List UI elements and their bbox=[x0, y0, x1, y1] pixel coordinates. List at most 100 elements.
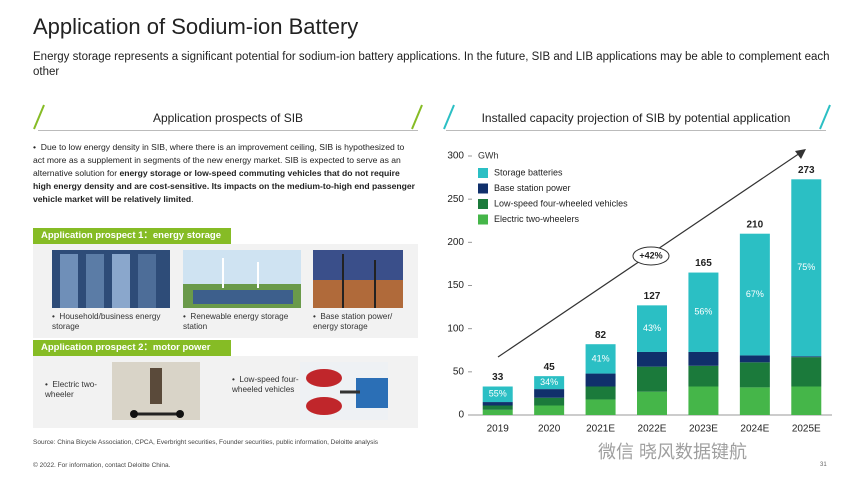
share-label: 55% bbox=[489, 389, 507, 399]
legend-swatch bbox=[478, 183, 488, 194]
image bbox=[300, 362, 388, 420]
bar-segment bbox=[739, 362, 770, 388]
text: . bbox=[191, 194, 194, 204]
text: Base station power/ energy storage bbox=[313, 312, 393, 331]
source: Source: China Bicycle Association, CPCA,… bbox=[33, 439, 379, 446]
slash-icon bbox=[443, 104, 455, 130]
text: Household/business energy storage bbox=[52, 312, 161, 331]
text: Due to low energy density in SIB, where … bbox=[33, 142, 405, 178]
image bbox=[313, 250, 403, 308]
caption: • Base station power/ energy storage bbox=[313, 312, 393, 331]
y-unit: GWh bbox=[478, 150, 499, 160]
total-label: 210 bbox=[747, 219, 764, 230]
total-label: 82 bbox=[595, 330, 607, 341]
caption: • Low-speed four-wheeled vehicles bbox=[232, 375, 299, 394]
total-label: 165 bbox=[695, 258, 712, 269]
bold-text: energy storage or low-speed commuting ve… bbox=[33, 168, 416, 204]
bar-segment bbox=[482, 402, 513, 406]
caption: • Renewable energy storage station bbox=[183, 312, 289, 331]
bar-segment bbox=[637, 391, 667, 415]
bar-segment bbox=[791, 356, 822, 358]
bar-segment bbox=[482, 405, 513, 410]
x-tick-label: 2021E bbox=[586, 424, 615, 435]
subtitle: Energy storage represents a significant … bbox=[33, 51, 830, 78]
legend-label: Low-speed four-wheeled vehicles bbox=[494, 198, 628, 208]
caption: • Household/business energy storage bbox=[52, 312, 161, 331]
share-label: 75% bbox=[797, 262, 815, 272]
legend-swatch bbox=[478, 168, 488, 178]
y-tick-label: 0 bbox=[458, 410, 464, 421]
legend-label: Electric two-wheelers bbox=[494, 214, 580, 224]
legend-label: Base station power bbox=[494, 183, 571, 193]
annotation: +42% bbox=[639, 250, 662, 260]
bar-segment bbox=[482, 409, 513, 415]
bar-segment bbox=[637, 305, 667, 352]
y-tick-label: 150 bbox=[447, 280, 464, 291]
bar-segment bbox=[534, 397, 565, 406]
bar-segment bbox=[688, 272, 719, 352]
slash-icon bbox=[819, 104, 831, 130]
share-label: 43% bbox=[643, 323, 661, 333]
divider bbox=[446, 130, 826, 131]
bar-segment bbox=[739, 355, 770, 363]
bar-segment bbox=[739, 233, 770, 356]
y-tick-label: 250 bbox=[447, 194, 464, 205]
bullet-text: • Due to low energy density in SIB, wher… bbox=[33, 142, 416, 204]
x-tick-label: 2023E bbox=[689, 424, 718, 435]
bar-segment bbox=[739, 387, 770, 415]
bar-segment bbox=[637, 366, 667, 392]
share-label: 67% bbox=[746, 289, 764, 299]
title: Application of Sodium-ion Battery bbox=[33, 14, 359, 39]
slash-icon bbox=[411, 104, 423, 130]
image bbox=[52, 250, 170, 308]
text: Renewable energy storage station bbox=[183, 312, 289, 331]
bar-segment bbox=[534, 405, 565, 415]
page-number: 31 bbox=[820, 462, 827, 468]
image bbox=[112, 362, 200, 420]
x-tick-label: 2022E bbox=[638, 424, 667, 435]
total-label: 127 bbox=[644, 291, 661, 302]
image bbox=[183, 250, 301, 308]
x-tick-label: 2025E bbox=[792, 424, 821, 435]
bar-segment bbox=[688, 386, 719, 415]
bar-segment bbox=[637, 351, 667, 367]
y-tick-label: 300 bbox=[447, 151, 464, 162]
text: Electric two-wheeler bbox=[45, 380, 98, 399]
share-label: 34% bbox=[540, 377, 558, 387]
bar-segment bbox=[791, 357, 822, 387]
panel-heading: Application prospects of SIB bbox=[152, 111, 304, 125]
x-tick-label: 2019 bbox=[487, 424, 510, 435]
share-label: 56% bbox=[694, 307, 712, 317]
prospect-tag: Application prospect 1：energy storage bbox=[33, 228, 231, 244]
bar-segment bbox=[534, 376, 565, 390]
total-label: 273 bbox=[798, 165, 815, 176]
total-label: 33 bbox=[492, 372, 504, 383]
footer: © 2022. For information, contact Deloitt… bbox=[33, 462, 171, 469]
bar-segment bbox=[688, 351, 719, 366]
bar-segment bbox=[791, 179, 822, 357]
watermark: 微信 晓风数据键航 bbox=[598, 442, 748, 462]
text: Low-speed four-wheeled vehicles bbox=[232, 375, 299, 394]
legend-label: Storage batteries bbox=[494, 167, 563, 177]
annotation-oval bbox=[632, 246, 670, 266]
y-tick-label: 200 bbox=[447, 237, 464, 248]
y-tick-label: 50 bbox=[453, 366, 465, 377]
slash-icon bbox=[33, 104, 45, 130]
x-tick-label: 2024E bbox=[740, 424, 769, 435]
legend-swatch bbox=[478, 214, 488, 225]
legend-swatch bbox=[478, 199, 488, 209]
divider bbox=[38, 130, 418, 131]
bar-segment bbox=[585, 399, 616, 415]
prospect-tag: Application prospect 2：motor power bbox=[33, 340, 231, 356]
bar-segment bbox=[585, 344, 616, 374]
bar-segment bbox=[585, 373, 616, 387]
bar-segment bbox=[534, 389, 565, 398]
x-tick-label: 2020 bbox=[538, 424, 561, 435]
share-label: 41% bbox=[592, 353, 610, 363]
arrow-head bbox=[795, 149, 806, 159]
bar-segment bbox=[585, 386, 616, 400]
bar-segment bbox=[482, 386, 513, 403]
y-tick-label: 100 bbox=[447, 323, 464, 334]
